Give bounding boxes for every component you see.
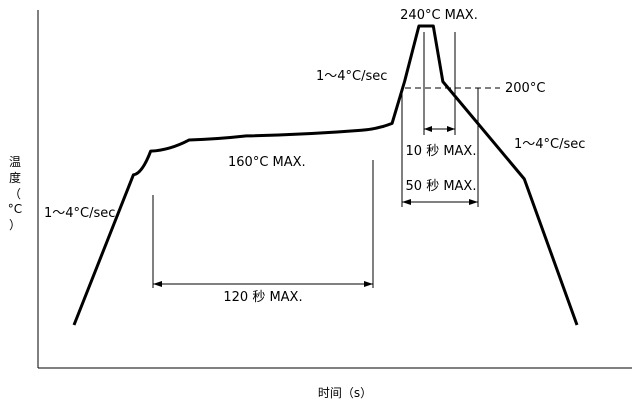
y-axis-title-3: （ (9, 187, 21, 201)
y-axis-title-4: °C (8, 202, 22, 216)
y-axis-title-2: 度 (9, 170, 21, 185)
y-axis-title-5: ） (9, 218, 21, 232)
ramp-up-left-label: 1～4°C/sec (44, 206, 115, 221)
above-200-time-label: 50 秒 MAX. (406, 179, 477, 194)
ramp-down-label: 1～4°C/sec (514, 137, 585, 152)
temperature-profile-line (72, 24, 579, 326)
peak-time-label: 10 秒 MAX. (406, 144, 477, 159)
soak-time-label: 120 秒 MAX. (223, 290, 302, 305)
y-axis-title-1: 温 (9, 155, 21, 169)
x-axis-title: 时间（s） (318, 386, 372, 400)
soak-temp-label: 160°C MAX. (228, 155, 306, 170)
above-200-time-arrow (402, 199, 478, 205)
soak-time-arrow (153, 281, 373, 287)
level-200-label: 200°C (505, 81, 545, 96)
peak-temp-label: 240°C MAX. (400, 8, 478, 23)
ramp-up-peak-label: 1～4°C/sec (316, 69, 387, 84)
peak-time-arrow (424, 126, 455, 132)
